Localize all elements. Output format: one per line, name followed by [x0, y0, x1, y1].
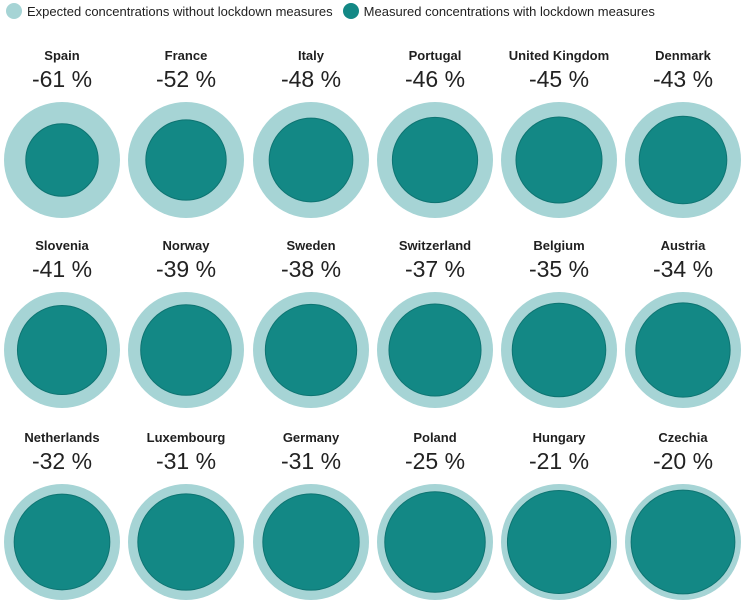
change-label: -46 % — [404, 66, 466, 92]
country-label: Norway — [162, 238, 210, 253]
measured-circle — [635, 302, 731, 398]
chart-cell: Portugal -46 % — [373, 46, 497, 226]
chart-cell: Poland -25 % — [373, 428, 497, 608]
country-label: Slovenia — [35, 238, 89, 253]
change-label: -45 % — [528, 66, 590, 92]
chart-cell: United Kingdom -45 % — [497, 46, 621, 226]
country-label: Switzerland — [398, 238, 472, 253]
measured-circle — [384, 491, 486, 593]
legend-item-expected: Expected concentrations without lockdown… — [6, 3, 333, 19]
change-label: -31 % — [280, 448, 342, 474]
circle-pair — [4, 102, 120, 218]
country-label: Belgium — [533, 238, 585, 253]
chart-cell: Hungary -21 % — [497, 428, 621, 608]
circle-pair — [128, 484, 244, 600]
circle-pair — [501, 102, 617, 218]
country-label: Czechia — [658, 430, 708, 445]
country-label: Luxembourg — [146, 430, 226, 445]
measured-circle — [137, 493, 235, 591]
circle-pair — [253, 102, 369, 218]
circle-pair — [377, 292, 493, 408]
change-label: -37 % — [404, 256, 466, 282]
legend-label-expected: Expected concentrations without lockdown… — [27, 3, 333, 19]
chart-cell: Spain -61 % — [0, 46, 124, 226]
change-label: -31 % — [155, 448, 217, 474]
measured-circle — [140, 304, 232, 396]
country-label: Hungary — [532, 430, 586, 445]
country-label: Portugal — [408, 48, 462, 63]
legend-swatch-measured — [342, 3, 359, 19]
measured-circle — [16, 304, 108, 396]
circle-pair — [625, 292, 741, 408]
change-label: -35 % — [528, 256, 590, 282]
circle-pair — [128, 292, 244, 408]
legend: Expected concentrations without lockdown… — [6, 2, 665, 20]
country-label: Sweden — [286, 238, 336, 253]
measured-circle — [630, 489, 736, 595]
chart-cell: Switzerland -37 % — [373, 236, 497, 416]
change-label: -61 % — [31, 66, 93, 92]
change-label: -32 % — [31, 448, 93, 474]
change-label: -41 % — [31, 256, 93, 282]
measured-circle — [262, 493, 360, 591]
country-label: Germany — [282, 430, 340, 445]
measured-circle — [145, 119, 227, 201]
country-label: France — [164, 48, 208, 63]
measured-circle — [13, 493, 111, 591]
change-label: -21 % — [528, 448, 590, 474]
chart-cell: Slovenia -41 % — [0, 236, 124, 416]
measured-circle — [511, 302, 607, 398]
circle-pair — [377, 484, 493, 600]
circle-pair — [4, 484, 120, 600]
chart-cell: Czechia -20 % — [621, 428, 745, 608]
chart-cell: Denmark -43 % — [621, 46, 745, 226]
legend-swatch-expected — [6, 3, 22, 19]
measured-circle — [506, 489, 612, 595]
circle-pair — [253, 292, 369, 408]
change-label: -52 % — [155, 66, 217, 92]
measured-circle — [515, 116, 603, 204]
chart-cell: Austria -34 % — [621, 236, 745, 416]
chart-cell: France -52 % — [124, 46, 248, 226]
country-label: Spain — [44, 48, 80, 63]
circle-pair — [253, 484, 369, 600]
change-label: -38 % — [280, 256, 342, 282]
chart-cell: Luxembourg -31 % — [124, 428, 248, 608]
chart-cell: Sweden -38 % — [249, 236, 373, 416]
change-label: -48 % — [280, 66, 342, 92]
circle-pair — [501, 484, 617, 600]
circle-pair — [625, 484, 741, 600]
country-label: Italy — [297, 48, 324, 63]
circle-pair — [625, 102, 741, 218]
legend-label-measured: Measured concentrations with lockdown me… — [363, 3, 655, 19]
chart-cell: Italy -48 % — [249, 46, 373, 226]
change-label: -39 % — [155, 256, 217, 282]
circle-pair — [4, 292, 120, 408]
chart-cell: Belgium -35 % — [497, 236, 621, 416]
change-label: -34 % — [652, 256, 714, 282]
change-label: -20 % — [652, 448, 714, 474]
country-label: Poland — [413, 430, 457, 445]
measured-circle — [638, 115, 728, 205]
circle-pair — [377, 102, 493, 218]
country-label: United Kingdom — [508, 48, 610, 63]
chart-cell: Germany -31 % — [249, 428, 373, 608]
country-label: Austria — [660, 238, 706, 253]
country-label: Denmark — [655, 48, 711, 63]
measured-circle — [391, 116, 479, 204]
measured-circle — [25, 123, 99, 197]
measured-circle — [268, 117, 354, 203]
change-label: -25 % — [404, 448, 466, 474]
measured-circle — [388, 303, 482, 397]
circle-pair — [501, 292, 617, 408]
chart-cell: Norway -39 % — [124, 236, 248, 416]
chart-cell: Netherlands -32 % — [0, 428, 124, 608]
legend-item-measured: Measured concentrations with lockdown me… — [342, 3, 655, 19]
country-label: Netherlands — [24, 430, 100, 445]
change-label: -43 % — [652, 66, 714, 92]
measured-circle — [264, 303, 358, 397]
circle-pair — [128, 102, 244, 218]
